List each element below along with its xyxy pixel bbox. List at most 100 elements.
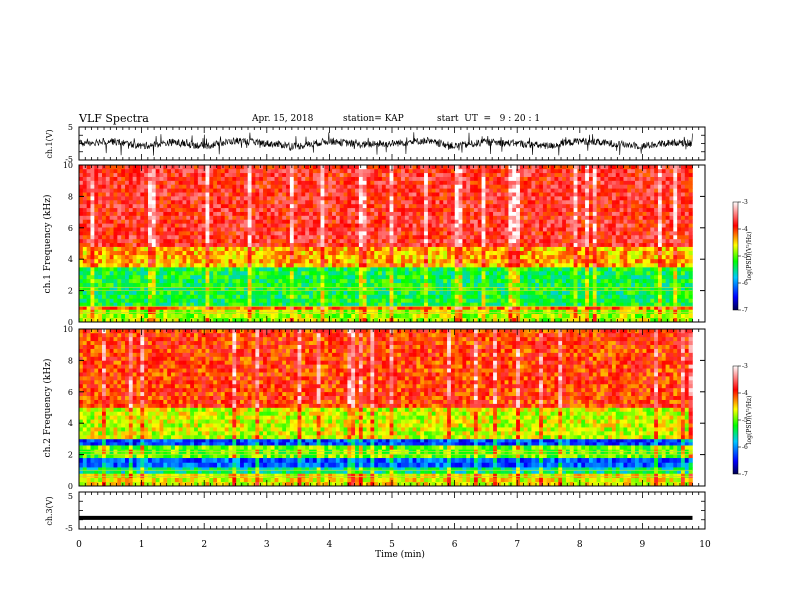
spectrogram-cell bbox=[546, 180, 551, 185]
spectrogram-cell bbox=[443, 165, 448, 170]
spectrogram-cell bbox=[519, 192, 525, 197]
spectrogram-cell bbox=[301, 313, 306, 319]
spectrogram-cell bbox=[493, 270, 498, 276]
spectrogram-cell bbox=[393, 211, 398, 216]
spectrogram-cell bbox=[121, 294, 126, 299]
spectrogram-cell bbox=[121, 317, 126, 323]
spectrogram-cell bbox=[174, 306, 179, 310]
spectrogram-cell bbox=[496, 211, 502, 216]
spectrogram-cell bbox=[539, 231, 544, 236]
spectrogram-cell bbox=[324, 188, 329, 193]
spectrogram-cell bbox=[389, 306, 394, 310]
spectrogram-cell bbox=[255, 250, 260, 256]
spectrogram-cell bbox=[132, 231, 137, 236]
spectrogram-cell bbox=[86, 302, 91, 307]
spectrogram-cell bbox=[274, 211, 279, 216]
spectrogram-cell bbox=[228, 282, 233, 287]
spectrogram-cell bbox=[274, 294, 279, 299]
spectrogram-cell bbox=[186, 290, 191, 295]
spectrogram-cell bbox=[412, 294, 417, 299]
spectrogram-cell bbox=[86, 219, 91, 224]
spectrogram-cell bbox=[286, 270, 291, 276]
spectrogram-cell bbox=[420, 199, 425, 205]
spectrogram-cell bbox=[347, 290, 352, 295]
spectrogram-cell bbox=[278, 274, 283, 280]
spectrogram-cell bbox=[98, 165, 103, 170]
spectrogram-cell bbox=[224, 207, 229, 212]
spectrogram-cell bbox=[462, 219, 467, 224]
spectrogram-cell bbox=[443, 227, 448, 232]
spectrogram-cell bbox=[335, 282, 341, 287]
spectrogram-cell bbox=[125, 286, 130, 291]
spectrogram-cell bbox=[378, 188, 383, 193]
spectrogram-cell bbox=[209, 231, 214, 236]
spectrogram-cell bbox=[351, 180, 356, 185]
spectrogram-cell bbox=[500, 267, 505, 272]
spectrogram-cell bbox=[535, 188, 540, 193]
spectrogram-cell bbox=[481, 254, 486, 260]
spectrogram-cell bbox=[351, 286, 356, 291]
spectrogram-cell bbox=[504, 274, 509, 280]
spectrogram-cell bbox=[286, 231, 291, 236]
spectrogram-cell bbox=[366, 192, 371, 197]
spectrogram-cell bbox=[408, 282, 413, 287]
spectrogram-cell bbox=[458, 203, 463, 209]
spectrogram-cell bbox=[508, 306, 513, 310]
spectrogram-cell bbox=[424, 282, 429, 287]
spectrogram-cell bbox=[236, 168, 241, 174]
spectrogram-cell bbox=[194, 258, 199, 264]
spectrogram-cell bbox=[378, 180, 383, 185]
spectrogram-cell bbox=[140, 306, 145, 310]
spectrogram-cell bbox=[385, 165, 390, 170]
spectrogram-cell bbox=[167, 258, 172, 264]
spectrogram-cell bbox=[209, 176, 214, 181]
spectrogram-cell bbox=[420, 192, 425, 197]
spectrogram-cell bbox=[305, 274, 310, 280]
spectrogram-cell bbox=[151, 207, 156, 212]
spectrogram-cell bbox=[527, 246, 532, 252]
spectrogram-cell bbox=[527, 298, 532, 303]
spectrogram-cell bbox=[519, 203, 525, 209]
spectrogram-cell bbox=[496, 196, 502, 201]
spectrogram-cell bbox=[209, 309, 214, 314]
spectrogram-cell bbox=[236, 223, 241, 228]
spectrogram-cell bbox=[485, 211, 490, 216]
spectrogram-cell bbox=[374, 215, 379, 220]
spectrogram-cell bbox=[374, 290, 379, 295]
spectrogram-cell bbox=[79, 290, 84, 295]
spectrogram-cell bbox=[374, 254, 379, 260]
spectrogram-cell bbox=[167, 203, 172, 209]
spectrogram-cell bbox=[289, 196, 295, 201]
spectrogram-cell bbox=[159, 306, 164, 310]
spectrogram-cell bbox=[79, 238, 84, 244]
spectrogram-cell bbox=[86, 267, 91, 272]
spectrogram-cell bbox=[500, 227, 505, 232]
spectrogram-cell bbox=[431, 172, 436, 177]
spectrogram-cell bbox=[247, 282, 252, 287]
spectrogram-cell bbox=[343, 250, 348, 256]
spectrogram-cell bbox=[320, 176, 325, 181]
spectrogram-cell bbox=[128, 302, 133, 307]
spectrogram-cell bbox=[255, 207, 260, 212]
spectrogram-cell bbox=[370, 176, 375, 181]
spectrogram-cell bbox=[358, 215, 364, 220]
spectrogram-cell bbox=[86, 234, 91, 240]
spectrogram-cell bbox=[516, 180, 521, 185]
spectrogram-cell bbox=[385, 180, 390, 185]
spectrogram-cell bbox=[370, 246, 375, 252]
spectrogram-cell bbox=[171, 262, 176, 268]
spectrogram-cell bbox=[213, 231, 218, 236]
spectrogram-cell bbox=[297, 290, 302, 295]
spectrogram-cell bbox=[167, 262, 172, 268]
spectrogram-cell bbox=[190, 309, 195, 314]
spectrogram-cell bbox=[125, 250, 130, 256]
spectrogram-cell bbox=[197, 180, 202, 185]
spectrogram-cell bbox=[243, 313, 248, 319]
spectrogram-cell bbox=[163, 290, 168, 295]
spectrogram-cell bbox=[255, 165, 260, 170]
spectrogram-cell bbox=[374, 246, 379, 252]
spectrogram-cell bbox=[174, 290, 179, 295]
spectrogram-cell bbox=[301, 223, 306, 228]
spectrogram-cell bbox=[194, 207, 199, 212]
spectrogram-cell bbox=[259, 168, 264, 174]
